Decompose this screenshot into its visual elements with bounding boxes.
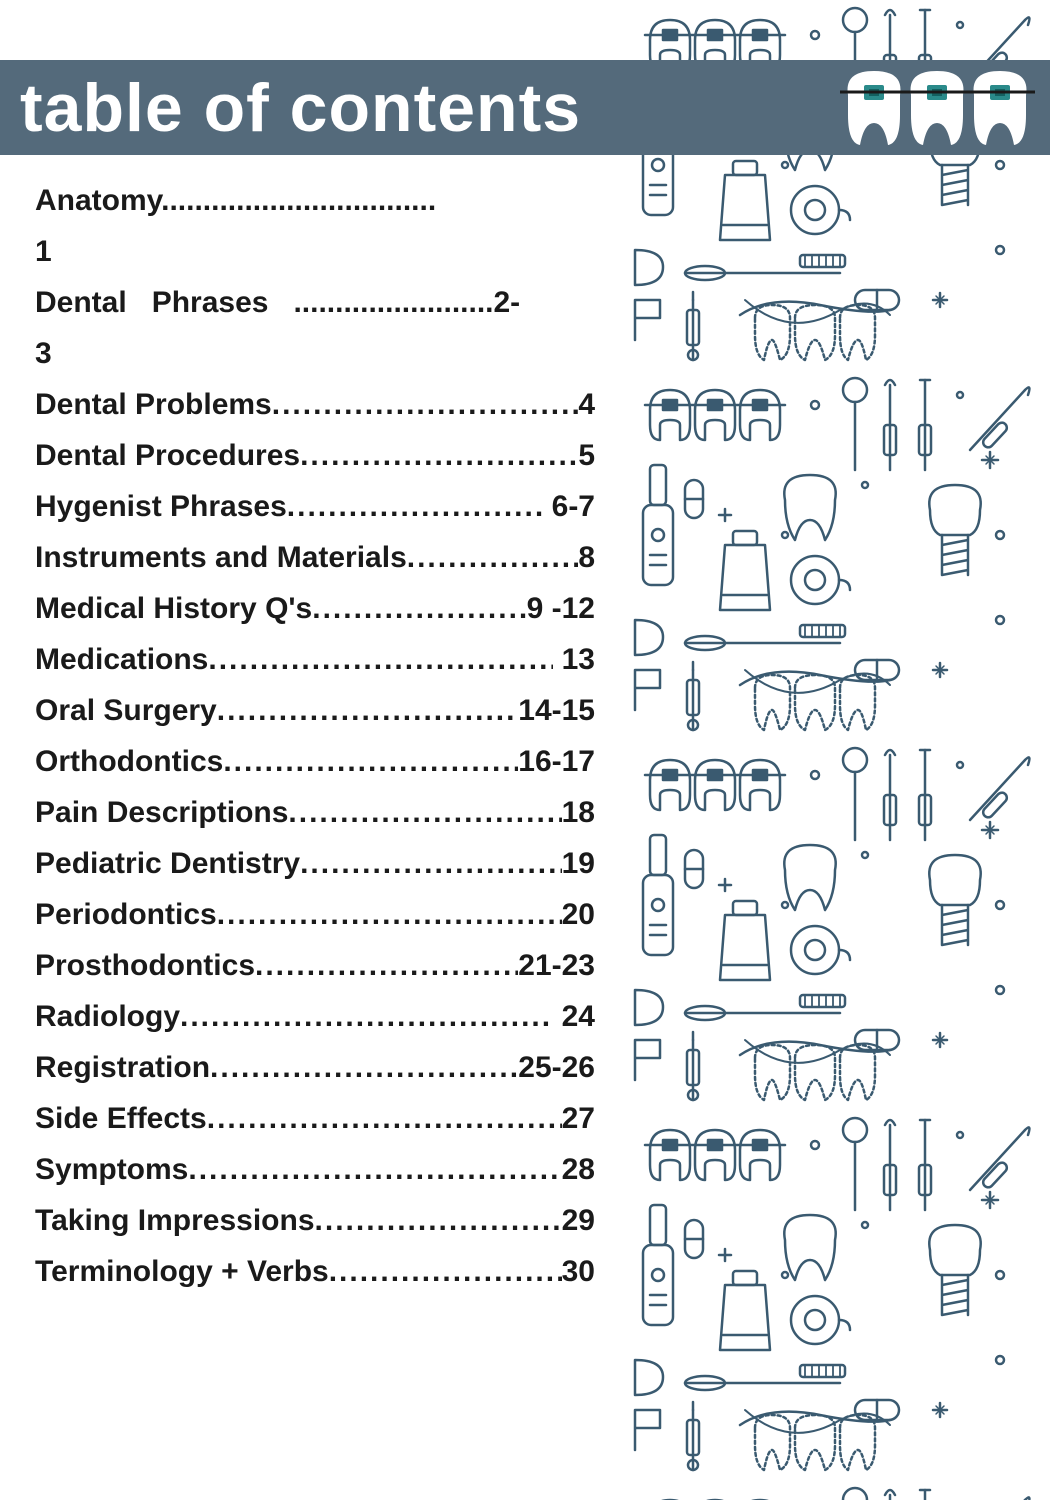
table-of-contents: Anatomy.................................…	[35, 175, 595, 1297]
toc-label: Pediatric Dentistry	[35, 838, 300, 889]
toc-dots: ........................................…	[180, 991, 553, 1042]
toc-label: Prosthodontics	[35, 940, 255, 991]
toc-label: Dental Problems	[35, 379, 272, 430]
toc-entry: Dental Procedures ......................…	[35, 430, 595, 481]
toc-page: 5	[578, 430, 595, 481]
toc-page: 28	[562, 1144, 595, 1195]
toc-page: 4	[578, 379, 595, 430]
toc-label: Hygenist Phrases	[35, 481, 287, 532]
toc-entry: Radiology ..............................…	[35, 991, 595, 1042]
toc-entry: Symptoms ...............................…	[35, 1144, 595, 1195]
toc-entry-page-wrap: 3	[35, 328, 595, 379]
toc-dots: ........................................…	[300, 430, 578, 481]
toc-entry: Orthodontics ...........................…	[35, 736, 595, 787]
toc-entry: Instruments and Materials ..............…	[35, 532, 595, 583]
toc-dots: ........................................…	[329, 1246, 562, 1297]
toc-entry: Hygenist Phrases .......................…	[35, 481, 595, 532]
toc-entry: Registration ...........................…	[35, 1042, 595, 1093]
toc-label: Periodontics	[35, 889, 217, 940]
toc-dots: ........................................…	[315, 1195, 562, 1246]
toc-label: Oral Surgery	[35, 685, 217, 736]
toc-label: Side Effects	[35, 1093, 207, 1144]
toc-dots: ........................................…	[255, 940, 518, 991]
toc-entry: Oral Surgery ...........................…	[35, 685, 595, 736]
toc-dots: ........................................…	[188, 1144, 561, 1195]
toc-dots: ........................................…	[312, 583, 526, 634]
toc-label: Radiology	[35, 991, 180, 1042]
toc-entry-page-wrap: 1	[35, 226, 595, 277]
toc-page: 18	[562, 787, 595, 838]
toc-label: Medical History Q's	[35, 583, 312, 634]
toc-entry: Terminology + Verbs ....................…	[35, 1246, 595, 1297]
toc-label: Medications	[35, 634, 208, 685]
toc-entry: Prosthodontics .........................…	[35, 940, 595, 991]
toc-entry: Dental Phrases ........................2…	[35, 277, 595, 328]
toc-label: Symptoms	[35, 1144, 188, 1195]
toc-label: Terminology + Verbs	[35, 1246, 329, 1297]
toc-page: 27	[562, 1093, 595, 1144]
header-band: table of contents	[0, 60, 1050, 155]
toc-entry: Periodontics ...........................…	[35, 889, 595, 940]
toc-page: 21-23	[518, 940, 595, 991]
toc-label: Dental Procedures	[35, 430, 300, 481]
toc-label: Instruments and Materials	[35, 532, 407, 583]
toc-page: 19	[562, 838, 595, 889]
toc-entry: Anatomy.................................	[35, 175, 595, 226]
toc-entry: Taking Impressions .....................…	[35, 1195, 595, 1246]
toc-page-partial: 2-	[494, 286, 521, 319]
toc-dots: ........................................…	[272, 379, 579, 430]
toc-label: Registration	[35, 1042, 210, 1093]
toc-label: Taking Impressions	[35, 1195, 315, 1246]
toc-dots: ........................................…	[208, 634, 553, 685]
toc-dots: .................................	[161, 184, 436, 217]
background-pattern	[630, 0, 1050, 1500]
toc-dots: ........................................…	[407, 532, 579, 583]
toc-page: 13	[553, 634, 595, 685]
toc-page: 6-7	[543, 481, 595, 532]
toc-label: Anatomy	[35, 184, 161, 217]
toc-page: 14-15	[518, 685, 595, 736]
toc-entry: Side Effects ...........................…	[35, 1093, 595, 1144]
toc-page: 20	[562, 889, 595, 940]
toc-dots: ........................	[293, 286, 493, 319]
toc-page: 16-17	[518, 736, 595, 787]
toc-page: 8	[578, 532, 595, 583]
toc-entry: Pediatric Dentistry ....................…	[35, 838, 595, 889]
toc-entry: Pain Descriptions ......................…	[35, 787, 595, 838]
toc-dots: ........................................…	[288, 787, 561, 838]
toc-entry: Medications ............................…	[35, 634, 595, 685]
toc-dots: ........................................…	[207, 1093, 562, 1144]
toc-label: Pain Descriptions	[35, 787, 288, 838]
toc-page: 25-26	[518, 1042, 595, 1093]
toc-page: 9 -12	[527, 583, 595, 634]
toc-entry: Dental Problems ........................…	[35, 379, 595, 430]
header-teeth-icons	[840, 67, 1035, 149]
toc-page: 29	[562, 1195, 595, 1246]
page-title: table of contents	[20, 69, 581, 147]
toc-dots: ........................................…	[223, 736, 518, 787]
toc-entry: Medical History Q's ....................…	[35, 583, 595, 634]
toc-page: 30	[562, 1246, 595, 1297]
toc-dots: ........................................…	[210, 1042, 518, 1093]
toc-label: Dental Phrases	[35, 286, 268, 319]
toc-dots: ........................................…	[217, 685, 519, 736]
toc-dots: ........................................…	[217, 889, 562, 940]
toc-page: 24	[553, 991, 595, 1042]
toc-dots: ........................................…	[287, 481, 544, 532]
toc-label: Orthodontics	[35, 736, 223, 787]
toc-dots: ........................................…	[300, 838, 562, 889]
